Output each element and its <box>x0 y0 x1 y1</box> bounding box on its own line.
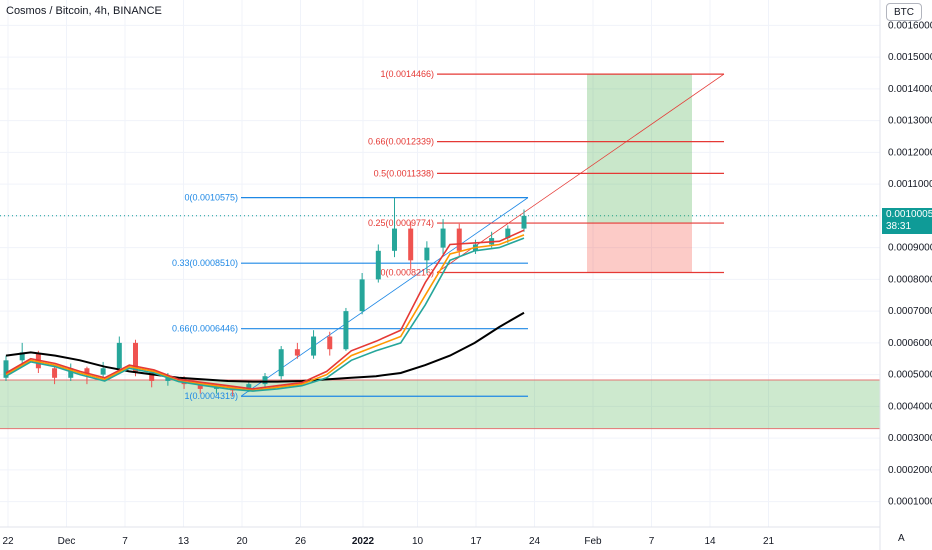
fib-ext-level-label: 0.66(0.0012339) <box>368 137 434 147</box>
y-tick-label: 0.0002000 <box>888 465 932 476</box>
candle-body <box>392 228 397 251</box>
candle-body <box>311 336 317 356</box>
zones <box>0 74 880 430</box>
long-position-target <box>587 74 692 224</box>
fib-level-label: 1(0.0004319) <box>184 391 238 401</box>
long-position-stop <box>587 223 692 273</box>
bar-countdown: 38:31 <box>886 220 912 232</box>
fib-ext-level-label: 0(0.0008216) <box>380 268 434 278</box>
candle-body <box>149 371 155 381</box>
support-zone <box>0 380 880 429</box>
y-tick-label: 0.0015000 <box>888 52 932 63</box>
x-tick-label: 2022 <box>352 536 375 547</box>
candle-body <box>375 250 381 280</box>
y-tick-label: 0.0014000 <box>888 84 932 95</box>
x-tick-label: 10 <box>412 536 424 547</box>
chart-title: Cosmos / Bitcoin, 4h, BINANCE <box>6 5 162 17</box>
x-tick-label: 14 <box>704 536 716 547</box>
y-tick-label: 0.0008000 <box>888 274 932 285</box>
x-tick-label: 7 <box>122 536 128 547</box>
x-tick-label: 20 <box>236 536 248 547</box>
candle-body <box>424 247 430 261</box>
candle-body <box>262 376 268 385</box>
y-tick-label: 0.0001000 <box>888 497 932 508</box>
y-tick-label: 0.0013000 <box>888 116 932 127</box>
y-tick-label: 0.0007000 <box>888 306 932 317</box>
candle-body <box>327 336 333 350</box>
fib-level-label: 0(0.0010575) <box>184 193 238 203</box>
candle-body <box>165 377 171 381</box>
candle-body <box>116 342 122 369</box>
fib-level-label: 0.33(0.0008510) <box>172 258 238 268</box>
candle-body <box>213 387 219 389</box>
moving-averages <box>5 229 525 392</box>
candle-body <box>343 311 349 350</box>
candle-body <box>408 228 414 261</box>
candle-body <box>359 279 365 312</box>
series-line <box>5 311 525 383</box>
candle-body <box>294 349 300 356</box>
currency-button[interactable]: BTC <box>886 3 922 21</box>
y-tick-label: 0.0012000 <box>888 147 932 158</box>
y-tick-label: 0.0006000 <box>888 338 932 349</box>
y-tick-label: 0.0009000 <box>888 243 932 254</box>
y-tick-label: 0.0011000 <box>888 179 932 190</box>
x-tick-label: 24 <box>529 536 541 547</box>
fib-ext-trend-line <box>436 73 725 273</box>
x-tick-label: 13 <box>178 536 190 547</box>
x-tick-label: 17 <box>470 536 482 547</box>
x-tick-label: 26 <box>295 536 307 547</box>
candle-body <box>505 228 511 239</box>
fib-level-label: 0.66(0.0006446) <box>172 324 238 334</box>
series-line <box>5 234 525 392</box>
fib-ext-level-label: 0.25(0.0009774) <box>368 218 434 228</box>
auto-scale-button[interactable]: A <box>898 533 905 544</box>
fib-extension-tool: 1(0.0014466) 0.66(0.0012339) 0.5(0.0011338… <box>368 69 725 278</box>
candle-body <box>521 215 527 229</box>
x-tick-label: Dec <box>58 536 76 547</box>
candle-body <box>68 368 74 378</box>
candle-body <box>440 228 446 248</box>
x-tick-label: 22 <box>2 536 14 547</box>
fib-ext-level-label: 1(0.0014466) <box>380 69 434 79</box>
candle-body <box>246 384 252 391</box>
candle-body <box>278 349 284 377</box>
fib-retracement-tool: 0(0.0010575) 0.33(0.0008510) 0.66(0.000644… <box>172 193 529 401</box>
candles <box>3 197 527 397</box>
series-line <box>5 237 525 392</box>
y-tick-label: 0.0005000 <box>888 370 932 381</box>
last-price-value: 0.0010005 <box>886 208 932 220</box>
x-tick-label: 21 <box>763 536 775 547</box>
y-tick-label: 0.0003000 <box>888 433 932 444</box>
candle-body <box>84 368 90 375</box>
series-line <box>5 229 525 390</box>
y-tick-label: 0.0016000 <box>888 20 932 31</box>
candle-body <box>456 228 462 251</box>
candle-body <box>52 368 58 378</box>
candle-body <box>100 368 106 375</box>
x-tick-label: 7 <box>649 536 655 547</box>
candle-body <box>133 342 138 372</box>
x-tick-label: Feb <box>584 536 602 547</box>
last-price-tag: 0.0010005 38:31 <box>882 207 932 234</box>
fib-ext-level-label: 0.5(0.0011338) <box>374 168 434 178</box>
y-tick-label: 0.0004000 <box>888 401 932 412</box>
candle-body <box>19 352 25 361</box>
candle-body <box>197 384 203 389</box>
candle-body <box>3 360 9 378</box>
fib-trend-line <box>240 197 529 397</box>
